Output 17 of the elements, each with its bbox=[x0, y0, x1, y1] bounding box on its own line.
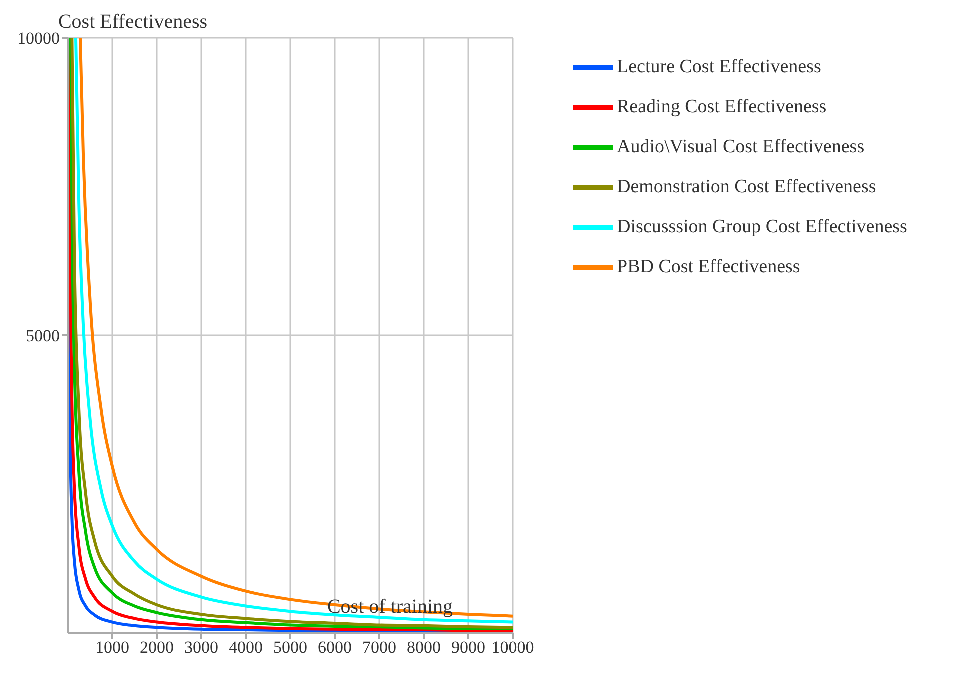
x-tick-label: 9000 bbox=[452, 638, 486, 658]
x-tick-label: 5000 bbox=[274, 638, 308, 658]
legend-label: Demonstration Cost Effectiveness bbox=[617, 176, 876, 198]
y-axis-title: Cost Effectiveness bbox=[58, 11, 208, 33]
legend-label: Audio\Visual Cost Effectiveness bbox=[617, 136, 865, 158]
x-tick-label: 8000 bbox=[407, 638, 441, 658]
x-tick-label: 10000 bbox=[492, 638, 534, 658]
legend-label: Discusssion Group Cost Effectiveness bbox=[617, 216, 908, 238]
x-tick-label: 3000 bbox=[184, 638, 218, 658]
x-tick-label: 6000 bbox=[318, 638, 352, 658]
legend-label: Lecture Cost Effectiveness bbox=[617, 56, 822, 78]
x-tick-label: 1000 bbox=[96, 638, 130, 658]
legend-label: PBD Cost Effectiveness bbox=[617, 256, 800, 278]
x-tick-label: 2000 bbox=[140, 638, 174, 658]
x-tick-label: 7000 bbox=[362, 638, 396, 658]
x-tick-label: 4000 bbox=[229, 638, 263, 658]
legend-label: Reading Cost Effectiveness bbox=[617, 96, 827, 118]
